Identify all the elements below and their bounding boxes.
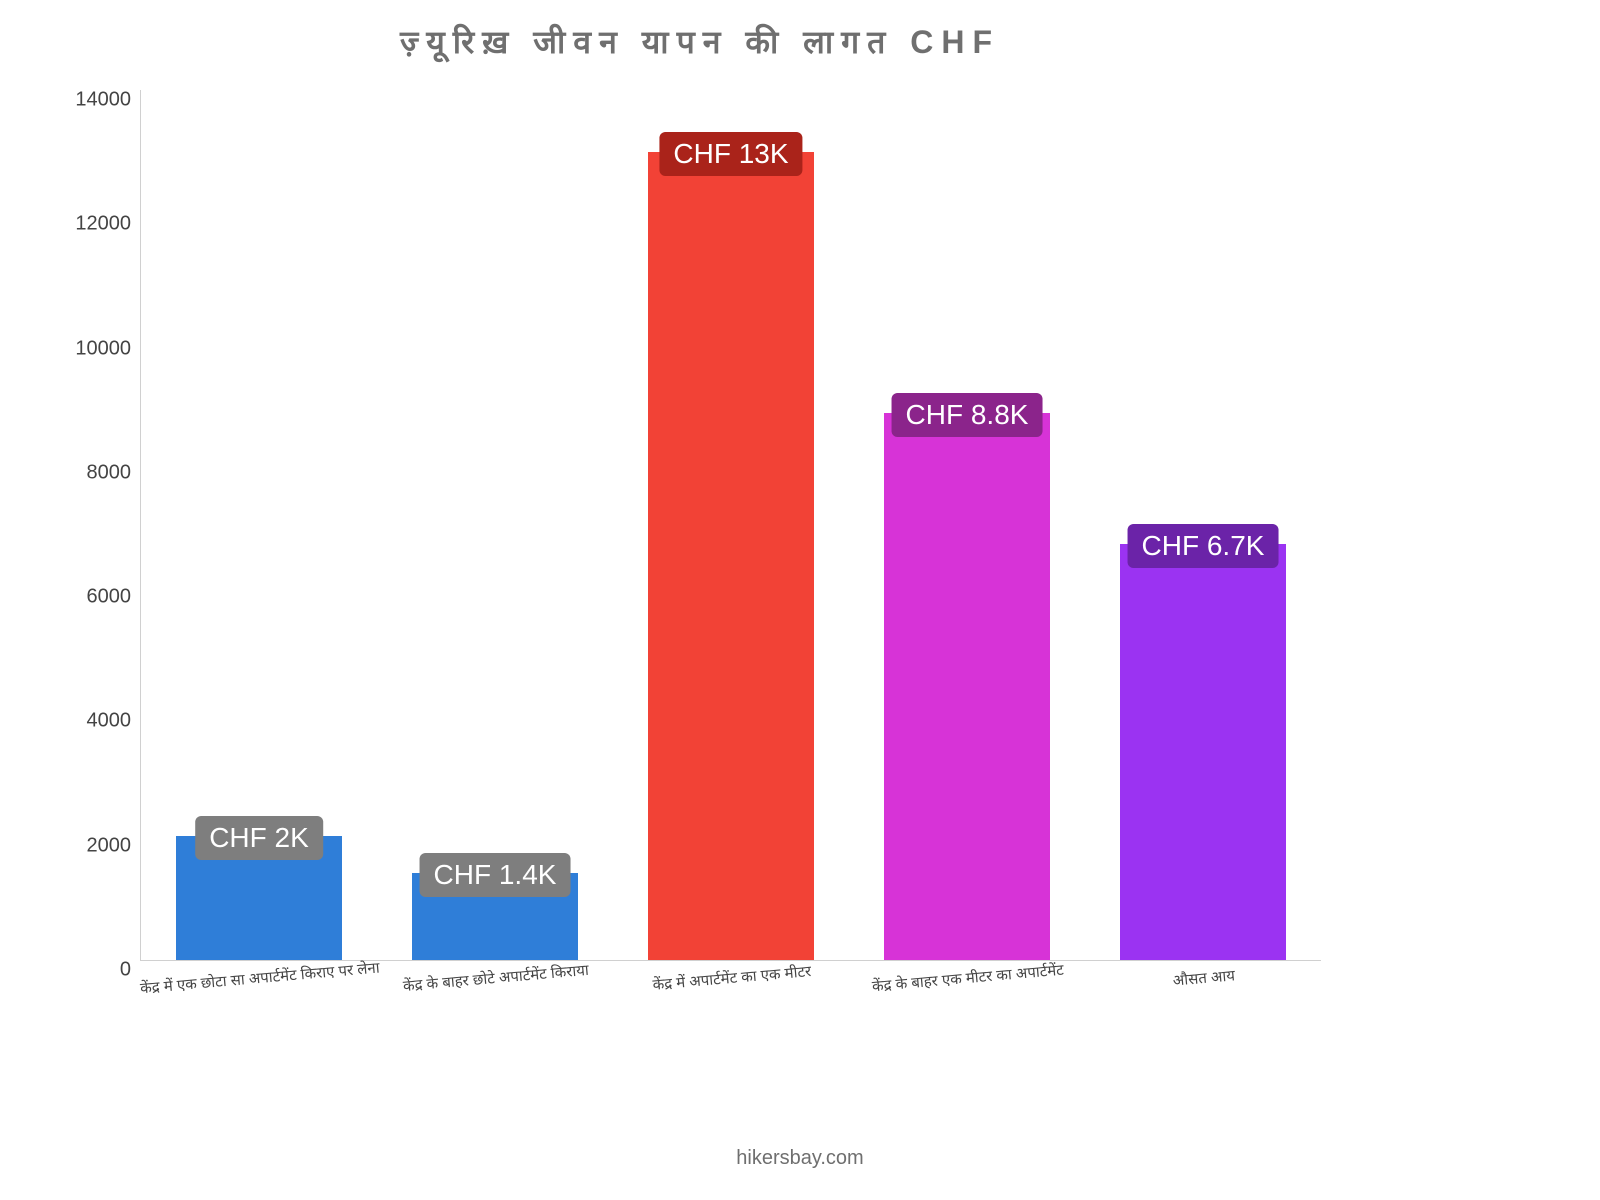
y-axis-tick-label: 6000 xyxy=(71,586,131,609)
x-axis-category-label: केंद्र के बाहर छोटे अपार्टमेंट किराया xyxy=(402,960,589,996)
x-axis-category-label: केंद्र में एक छोटा सा अपार्टमेंट किराए प… xyxy=(139,958,380,999)
y-axis-tick-label: 0 xyxy=(71,959,131,982)
chart-footer: hikersbay.com xyxy=(0,1147,1600,1170)
bar-value-badge: CHF 2K xyxy=(195,816,323,860)
chart-plot-area: 02000400060008000100001200014000CHF 2Kके… xyxy=(140,90,1321,961)
x-axis-category-label: औसत आय xyxy=(1172,965,1236,990)
bar-value-badge: CHF 6.7K xyxy=(1128,524,1279,568)
y-axis-tick-label: 2000 xyxy=(71,834,131,857)
chart-title: ज़्यूरिख़ जीवन यापन की लागत CHF xyxy=(60,20,1340,63)
y-axis-tick-label: 10000 xyxy=(71,337,131,360)
y-axis-tick-label: 4000 xyxy=(71,710,131,733)
bar-value-badge: CHF 1.4K xyxy=(420,853,571,897)
chart-bar: CHF 13K xyxy=(648,152,813,960)
y-axis-tick-label: 8000 xyxy=(71,461,131,484)
chart-bar: CHF 8.8K xyxy=(884,413,1049,960)
bar-value-badge: CHF 13K xyxy=(659,132,802,176)
chart-bar: CHF 2K xyxy=(176,836,341,960)
x-axis-category-label: केंद्र में अपार्टमेंट का एक मीटर xyxy=(652,961,812,995)
bar-value-badge: CHF 8.8K xyxy=(892,393,1043,437)
x-axis-category-label: केंद्र के बाहर एक मीटर का अपार्टमेंट xyxy=(871,960,1064,997)
y-axis-tick-label: 12000 xyxy=(71,213,131,236)
chart-container: ज़्यूरिख़ जीवन यापन की लागत CHF 02000400… xyxy=(60,20,1340,1020)
y-axis-tick-label: 14000 xyxy=(71,89,131,112)
chart-bar: CHF 1.4K xyxy=(412,873,577,960)
chart-bar: CHF 6.7K xyxy=(1120,544,1285,960)
